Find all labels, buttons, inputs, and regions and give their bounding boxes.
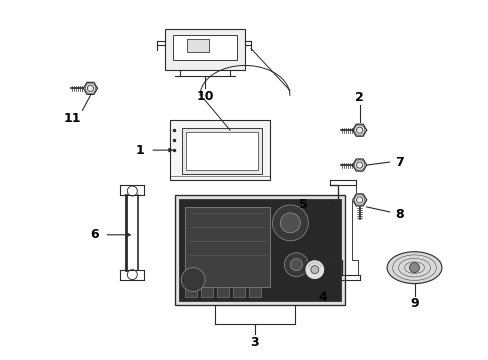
Circle shape <box>304 260 324 280</box>
Text: 6: 6 <box>90 228 99 241</box>
Circle shape <box>408 263 419 273</box>
Text: 1: 1 <box>136 144 144 157</box>
Circle shape <box>127 186 137 196</box>
Polygon shape <box>83 82 97 94</box>
Text: 9: 9 <box>409 297 418 310</box>
Bar <box>182 128 262 174</box>
Bar <box>187 39 209 53</box>
Circle shape <box>272 205 308 241</box>
Polygon shape <box>352 159 366 171</box>
Circle shape <box>290 259 302 271</box>
Bar <box>170 120 269 180</box>
Text: 11: 11 <box>63 112 81 125</box>
Polygon shape <box>352 124 366 136</box>
Circle shape <box>280 213 300 233</box>
Bar <box>173 35 237 60</box>
Text: 4: 4 <box>318 291 326 304</box>
Text: 10: 10 <box>196 90 213 103</box>
Bar <box>223 128 233 136</box>
Bar <box>248 287 261 297</box>
Bar <box>186 132 258 170</box>
Bar <box>233 287 244 297</box>
Circle shape <box>284 253 308 276</box>
Circle shape <box>310 266 318 274</box>
Bar <box>165 28 244 71</box>
Bar <box>201 287 213 297</box>
Polygon shape <box>352 194 366 206</box>
Circle shape <box>127 270 137 280</box>
Text: 8: 8 <box>394 208 403 221</box>
Text: 5: 5 <box>299 198 307 211</box>
Bar <box>179 199 340 301</box>
Text: 7: 7 <box>394 156 403 168</box>
Bar <box>175 195 344 305</box>
Circle shape <box>181 268 204 292</box>
Text: 2: 2 <box>355 91 363 104</box>
Bar <box>185 287 197 297</box>
Text: 3: 3 <box>250 336 259 349</box>
Ellipse shape <box>386 252 441 284</box>
Bar <box>217 287 228 297</box>
Bar <box>185 207 269 287</box>
